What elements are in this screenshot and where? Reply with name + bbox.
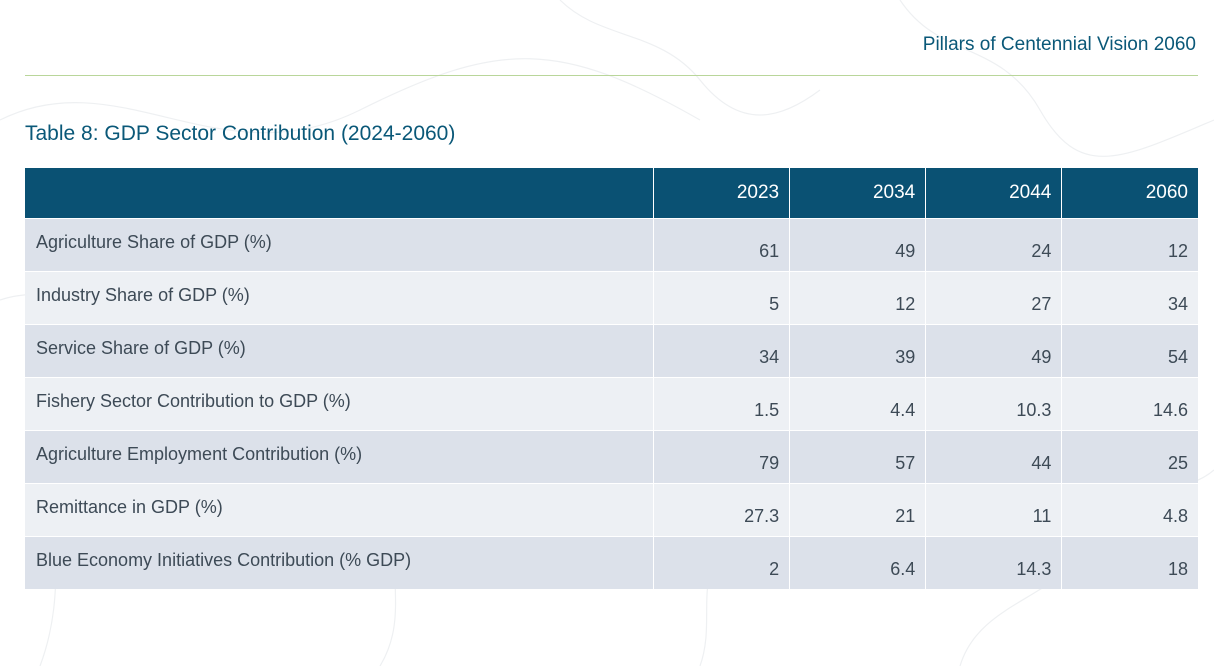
table-cell: 44 bbox=[925, 430, 1062, 484]
table-cell: 49 bbox=[789, 218, 926, 272]
table-cell: 10.3 bbox=[925, 377, 1062, 431]
row-label: Service Share of GDP (%) bbox=[25, 324, 654, 378]
table-cell: 5 bbox=[653, 271, 790, 325]
table-cell: 14.3 bbox=[925, 536, 1062, 589]
running-header-title: Pillars of Centennial Vision 2060 bbox=[922, 34, 1196, 55]
table-cell: 12 bbox=[1061, 218, 1198, 272]
table-cell: 18 bbox=[1061, 536, 1198, 589]
table-cell: 24 bbox=[925, 218, 1062, 272]
column-header-2044: 2044 bbox=[925, 168, 1062, 219]
table-cell: 79 bbox=[653, 430, 790, 484]
row-label: Fishery Sector Contribution to GDP (%) bbox=[25, 377, 654, 431]
table-cell: 1.5 bbox=[653, 377, 790, 431]
column-header-2060: 2060 bbox=[1061, 168, 1198, 219]
table-cell: 49 bbox=[925, 324, 1062, 378]
table-row: Industry Share of GDP (%) 5 12 27 34 bbox=[25, 271, 1198, 325]
table-row: Service Share of GDP (%) 34 39 49 54 bbox=[25, 324, 1198, 378]
table-row: Agriculture Employment Contribution (%) … bbox=[25, 430, 1198, 484]
table-cell: 27.3 bbox=[653, 483, 790, 537]
table-cell: 4.8 bbox=[1061, 483, 1198, 537]
table-cell: 54 bbox=[1061, 324, 1198, 378]
table-cell: 57 bbox=[789, 430, 926, 484]
row-label: Agriculture Share of GDP (%) bbox=[25, 218, 654, 272]
table-cell: 14.6 bbox=[1061, 377, 1198, 431]
row-label: Remittance in GDP (%) bbox=[25, 483, 654, 537]
table-cell: 4.4 bbox=[789, 377, 926, 431]
table-cell: 61 bbox=[653, 218, 790, 272]
table-cell: 6.4 bbox=[789, 536, 926, 589]
column-header-2023: 2023 bbox=[653, 168, 790, 219]
header-divider bbox=[25, 75, 1198, 76]
gdp-sector-table: 2023 2034 2044 2060 Agriculture Share of… bbox=[25, 168, 1198, 589]
table-cell: 11 bbox=[925, 483, 1062, 537]
table-row: Agriculture Share of GDP (%) 61 49 24 12 bbox=[25, 218, 1198, 272]
column-header-2034: 2034 bbox=[789, 168, 926, 219]
table-cell: 21 bbox=[789, 483, 926, 537]
table-caption: Table 8: GDP Sector Contribution (2024-2… bbox=[25, 122, 456, 145]
table-row: Fishery Sector Contribution to GDP (%) 1… bbox=[25, 377, 1198, 431]
table-row: Remittance in GDP (%) 27.3 21 11 4.8 bbox=[25, 483, 1198, 537]
table-cell: 27 bbox=[925, 271, 1062, 325]
table-cell: 12 bbox=[789, 271, 926, 325]
row-label: Agriculture Employment Contribution (%) bbox=[25, 430, 654, 484]
table-row: Blue Economy Initiatives Contribution (%… bbox=[25, 536, 1198, 589]
table-cell: 34 bbox=[653, 324, 790, 378]
table-cell: 34 bbox=[1061, 271, 1198, 325]
table-cell: 2 bbox=[653, 536, 790, 589]
row-label: Industry Share of GDP (%) bbox=[25, 271, 654, 325]
table-cell: 39 bbox=[789, 324, 926, 378]
table-cell: 25 bbox=[1061, 430, 1198, 484]
column-header-label bbox=[25, 168, 654, 219]
row-label: Blue Economy Initiatives Contribution (%… bbox=[25, 536, 654, 589]
table-header-row: 2023 2034 2044 2060 bbox=[25, 168, 1198, 219]
